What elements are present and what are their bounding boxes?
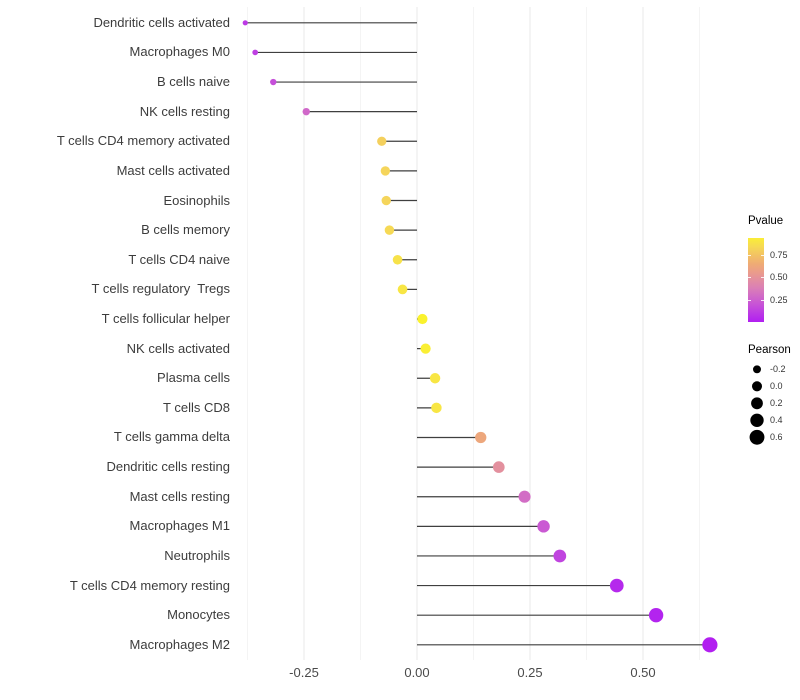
lollipop-dot <box>553 549 567 563</box>
y-axis-label: T cells CD4 memory activated <box>56 133 230 149</box>
lollipop-dot <box>377 136 387 146</box>
colorbar-tick-mark <box>761 254 764 256</box>
lollipop-dot <box>648 608 664 623</box>
y-axis-label: NK cells resting <box>139 103 230 119</box>
colorbar-tick-label: 0.75 <box>770 249 788 260</box>
pearson-legend-dot <box>749 429 765 445</box>
colorbar-tick-label: 0.25 <box>770 294 788 305</box>
x-axis-tick-label: 0.25 <box>517 665 543 680</box>
pearson-size-dots <box>749 365 765 445</box>
y-axis-label: T cells regulatory Tregs <box>91 281 230 297</box>
pearson-legend-dot <box>751 381 763 392</box>
x-axis-tick-label: 0.50 <box>630 665 656 680</box>
lollipop-dot <box>420 343 431 354</box>
pvalue-colorbar <box>748 238 764 322</box>
lollipop-svg <box>242 7 718 660</box>
lollipop-dot <box>518 490 531 503</box>
y-axis-label: Dendritic cells activated <box>93 14 230 30</box>
y-axis-label: Monocytes <box>167 607 230 623</box>
lollipop-dot <box>392 254 403 265</box>
pearson-legend-title: Pearson <box>748 344 791 356</box>
y-axis-label: T cells CD8 <box>163 399 230 415</box>
colorbar-tick-mark <box>761 277 764 279</box>
lollipop-dot <box>429 373 441 384</box>
lollipop-dot <box>417 313 428 325</box>
colorbar-tick-label: 0.50 <box>770 272 788 283</box>
lollipop-dot <box>302 107 310 116</box>
lollipop-dot <box>475 431 487 444</box>
plot-panel <box>236 7 728 665</box>
lollipop-dot <box>702 637 718 653</box>
lollipop-dot <box>609 578 624 593</box>
x-axis-tick-label: 0.00 <box>404 665 430 680</box>
pearson-legend-label: 0.0 <box>770 380 783 391</box>
lollipop-dot <box>270 78 277 86</box>
pearson-legend-dot <box>751 397 763 410</box>
y-axis-label: B cells memory <box>141 222 230 238</box>
lollipop-dot <box>384 225 395 235</box>
lollipop-dot <box>537 520 550 533</box>
y-axis-label: Eosinophils <box>163 192 231 208</box>
colorbar-tick-mark <box>748 254 751 256</box>
y-axis-label: T cells CD4 memory resting <box>69 577 230 593</box>
y-axis-label: T cells CD4 naive <box>128 251 230 267</box>
y-axis-label: Mast cells activated <box>116 162 230 178</box>
y-axis-label: Macrophages M0 <box>129 44 230 60</box>
lollipop-dot <box>252 49 259 56</box>
lollipop-dot <box>380 166 391 176</box>
y-axis-label: Neutrophils <box>164 547 230 563</box>
pearson-legend-label: -0.2 <box>770 363 786 374</box>
lollipop-dot <box>397 284 408 295</box>
pearson-legend-label: 0.6 <box>770 431 783 442</box>
lollipop-dot <box>431 402 442 414</box>
colorbar-tick-mark <box>761 299 764 301</box>
colorbar-tick-mark <box>748 299 751 301</box>
colorbar-tick-mark <box>748 277 751 279</box>
y-axis-label: Plasma cells <box>157 370 230 386</box>
y-axis-label: T cells follicular helper <box>101 311 230 326</box>
y-axis-label: NK cells activated <box>126 340 230 356</box>
pearson-legend-dot <box>750 413 764 427</box>
y-axis-label: T cells gamma delta <box>113 429 230 445</box>
y-axis-label: Macrophages M1 <box>129 518 230 534</box>
lollipop-dot <box>242 20 248 26</box>
pearson-legend-label: 0.2 <box>770 397 783 408</box>
pearson-legend-dot <box>753 365 761 374</box>
lollipop-dot <box>492 461 505 473</box>
x-axis-tick-label: -0.25 <box>289 665 319 680</box>
y-axis-label: B cells naive <box>157 74 230 90</box>
pvalue-legend-title: Pvalue <box>748 215 784 227</box>
lollipop-dot <box>381 195 391 206</box>
pearson-legend-label: 0.4 <box>770 414 783 425</box>
y-axis-label: Macrophages M2 <box>129 636 230 652</box>
y-axis-label: Mast cells resting <box>129 488 230 504</box>
y-axis-label: Dendritic cells resting <box>106 459 230 475</box>
